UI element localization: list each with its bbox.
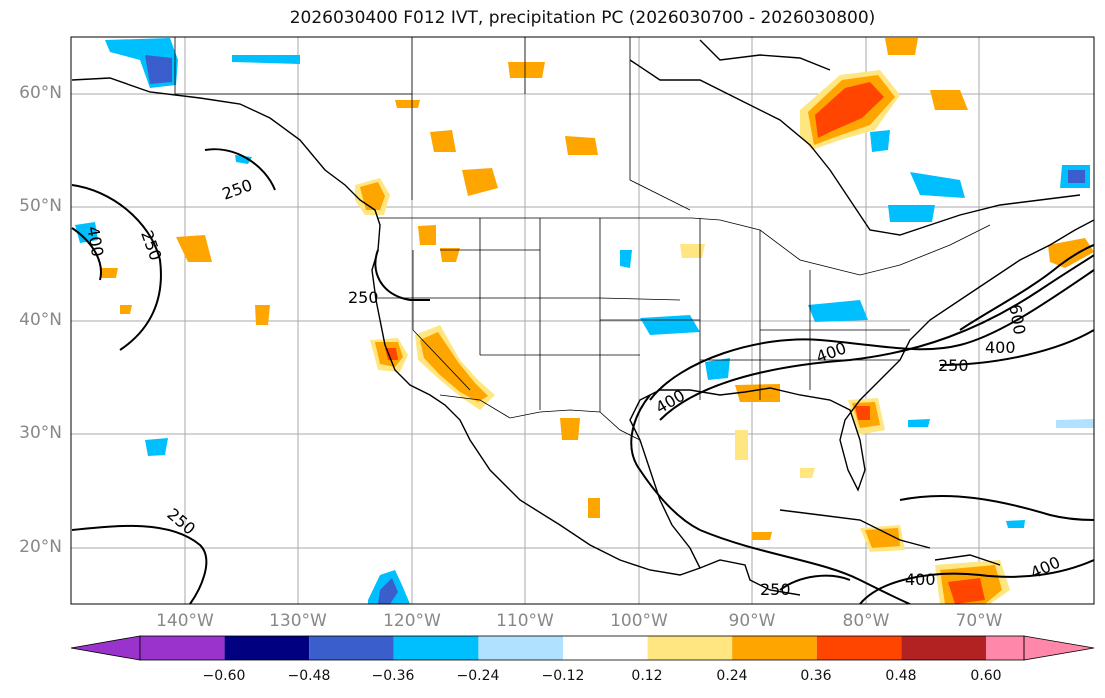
lon-label: 100°W [610,611,668,631]
colorbar-bin [309,636,394,660]
colorbar-extend-low [70,635,141,661]
colorbar [70,635,1095,661]
colorbar-tick: 0.36 [800,668,832,684]
map-frame [70,36,1095,605]
colorbar-tick: 0.24 [716,668,748,684]
colorbar-bin [478,636,563,660]
map-title: 2026030400 F012 IVT, precipitation PC (2… [289,8,876,28]
lon-label: 140°W [156,611,214,631]
contour-label: 400 [985,338,1016,357]
colorbar-tick: −0.12 [541,668,585,684]
colorbar-bin [986,636,1024,660]
colorbar-bin [224,636,310,660]
precip-negative-areas [75,38,1094,604]
colorbar-tick: −0.60 [202,668,246,684]
contour-label: 250 [760,580,791,599]
precip-positive-areas [100,38,1094,604]
colorbar-bin [140,636,225,660]
contour-label: 400 [905,570,936,589]
lon-label: 90°W [728,611,776,631]
colorbar-bin [393,636,479,660]
lon-label: 70°W [955,611,1003,631]
lat-label: 20°N [19,537,62,557]
lon-label: 120°W [383,611,441,631]
colorbar-tick: 0.48 [885,668,917,684]
colorbar-tick: −0.48 [287,668,331,684]
ivt-contours [71,148,1094,604]
colorbar-tick: 0.60 [970,668,1002,684]
lat-label: 50°N [19,196,62,216]
coastlines [71,39,1094,596]
contour-label: 250 [938,356,969,375]
colorbar-bin [647,636,733,660]
colorbar-tick: −0.36 [371,668,415,684]
lat-label: 40°N [19,310,62,330]
colorbar-tick: 0.12 [631,668,663,684]
lon-label: 130°W [269,611,327,631]
lon-label: 80°W [842,611,890,631]
colorbar-bin [563,636,648,660]
colorbar-tick: −0.24 [456,668,500,684]
lon-label: 110°W [496,611,554,631]
colorbar-extend-high [1023,635,1095,661]
lat-label: 60°N [19,83,62,103]
colorbar-bin [732,636,817,660]
contour-label: 250 [348,288,379,307]
colorbar-bin [816,636,902,660]
lat-label: 30°N [19,423,62,443]
colorbar-bin [901,636,986,660]
